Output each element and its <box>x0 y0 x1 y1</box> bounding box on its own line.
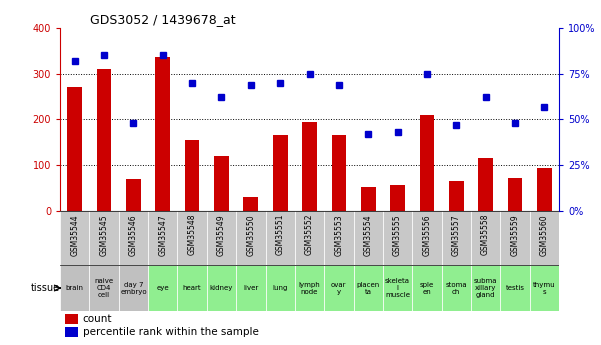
Bar <box>207 211 236 265</box>
Bar <box>156 57 170 211</box>
Text: brain: brain <box>66 285 84 291</box>
Text: lymph
node: lymph node <box>299 282 320 295</box>
Bar <box>266 211 295 265</box>
Bar <box>243 197 258 211</box>
Bar <box>126 179 141 211</box>
Bar <box>214 156 229 211</box>
Bar <box>177 265 207 312</box>
Bar <box>442 211 471 265</box>
Bar <box>177 211 207 265</box>
Bar <box>90 265 119 312</box>
Bar <box>419 115 434 211</box>
Text: lung: lung <box>272 285 288 291</box>
Bar <box>383 211 412 265</box>
Bar <box>500 265 529 312</box>
Bar <box>119 265 148 312</box>
Text: ovar
y: ovar y <box>331 282 347 295</box>
Text: GSM35551: GSM35551 <box>276 214 285 255</box>
Bar <box>353 211 383 265</box>
Bar <box>207 265 236 312</box>
Text: testis: testis <box>505 285 525 291</box>
Bar <box>65 314 78 324</box>
Text: subma
xillary
gland: subma xillary gland <box>474 278 497 298</box>
Text: heart: heart <box>183 285 201 291</box>
Bar <box>537 168 552 211</box>
Text: GSM35553: GSM35553 <box>334 214 343 256</box>
Bar <box>302 122 317 211</box>
Text: GSM35548: GSM35548 <box>188 214 197 255</box>
Bar <box>97 69 111 211</box>
Bar <box>508 178 522 211</box>
Bar <box>295 265 324 312</box>
Bar <box>383 265 412 312</box>
Bar <box>273 136 287 211</box>
Text: GDS3052 / 1439678_at: GDS3052 / 1439678_at <box>90 13 236 27</box>
Text: percentile rank within the sample: percentile rank within the sample <box>82 327 258 337</box>
Text: stoma
ch: stoma ch <box>445 282 467 295</box>
Text: GSM35560: GSM35560 <box>540 214 549 256</box>
Text: GSM35556: GSM35556 <box>423 214 432 256</box>
Text: GSM35559: GSM35559 <box>510 214 519 256</box>
Bar <box>471 211 500 265</box>
Text: count: count <box>82 314 112 324</box>
Bar <box>412 211 442 265</box>
Bar <box>266 265 295 312</box>
Bar <box>361 187 376 211</box>
Bar <box>185 140 200 211</box>
Text: kidney: kidney <box>210 285 233 291</box>
Bar <box>236 265 266 312</box>
Text: GSM35547: GSM35547 <box>158 214 167 256</box>
Bar <box>353 265 383 312</box>
Text: GSM35546: GSM35546 <box>129 214 138 256</box>
Bar <box>67 87 82 211</box>
Bar <box>478 158 493 211</box>
Bar <box>412 265 442 312</box>
Bar <box>148 265 177 312</box>
Text: day 7
embryо: day 7 embryо <box>120 282 147 295</box>
Bar <box>324 211 353 265</box>
Text: GSM35554: GSM35554 <box>364 214 373 256</box>
Bar <box>90 211 119 265</box>
Bar <box>500 211 529 265</box>
Bar <box>442 265 471 312</box>
Text: thymu
s: thymu s <box>533 282 555 295</box>
Text: sple
en: sple en <box>419 282 434 295</box>
Bar <box>60 265 90 312</box>
Bar <box>60 211 90 265</box>
Bar <box>236 211 266 265</box>
Text: skeleta
l
muscle: skeleta l muscle <box>385 278 410 298</box>
Text: GSM35558: GSM35558 <box>481 214 490 255</box>
Bar <box>324 265 353 312</box>
Text: GSM35550: GSM35550 <box>246 214 255 256</box>
Bar <box>332 136 346 211</box>
Text: GSM35549: GSM35549 <box>217 214 226 256</box>
Text: GSM35552: GSM35552 <box>305 214 314 255</box>
Text: placen
ta: placen ta <box>356 282 380 295</box>
Text: GSM35544: GSM35544 <box>70 214 79 256</box>
Text: GSM35557: GSM35557 <box>452 214 461 256</box>
Bar <box>65 327 78 337</box>
Bar <box>529 265 559 312</box>
Text: GSM35545: GSM35545 <box>100 214 109 256</box>
Text: eye: eye <box>156 285 169 291</box>
Bar <box>148 211 177 265</box>
Bar <box>119 211 148 265</box>
Bar <box>295 211 324 265</box>
Bar <box>449 181 463 211</box>
Text: naive
CD4
cell: naive CD4 cell <box>94 278 114 298</box>
Text: tissue: tissue <box>31 283 60 293</box>
Bar <box>471 265 500 312</box>
Bar <box>390 185 405 211</box>
Bar <box>529 211 559 265</box>
Text: liver: liver <box>243 285 258 291</box>
Text: GSM35555: GSM35555 <box>393 214 402 256</box>
